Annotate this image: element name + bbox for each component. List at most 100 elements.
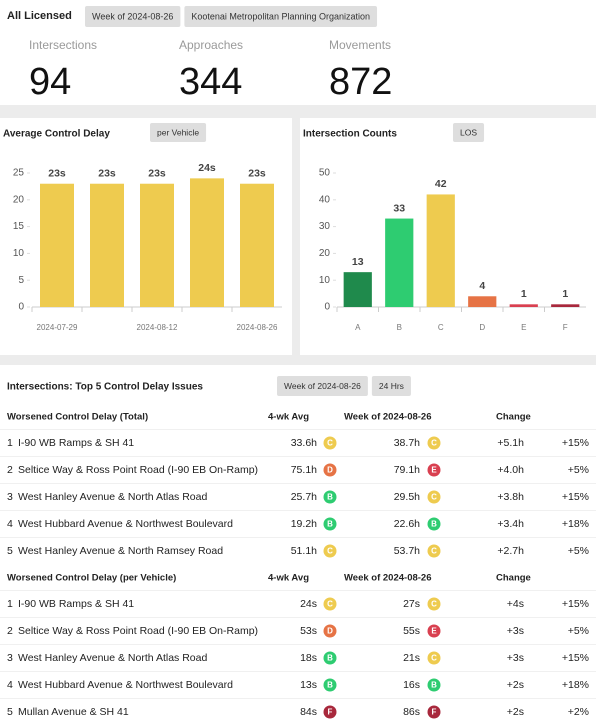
intersection-name[interactable]: West Hanley Avenue & North Atlas Road — [18, 652, 207, 664]
value-label: 1 — [521, 288, 527, 300]
rank: 2 — [7, 625, 13, 637]
column-header: Week of 2024-08-26 — [344, 573, 432, 584]
change: +2s — [507, 706, 524, 718]
week-delay: 55s — [403, 625, 420, 637]
column-header: Change — [496, 573, 531, 584]
bar — [551, 304, 580, 307]
change: +4s — [507, 598, 524, 610]
avg-delay: 33.6h — [291, 437, 317, 449]
week-delay: 79.1h — [394, 464, 420, 476]
chip[interactable] — [277, 376, 368, 396]
y-tick-label: 40 — [319, 194, 331, 205]
kpi-value: 94 — [29, 61, 71, 103]
x-tick-label: E — [521, 323, 526, 332]
avg-delay: 18s — [300, 652, 317, 664]
x-tick-label: 2024-08-12 — [137, 323, 178, 332]
kpi-value: 344 — [179, 61, 242, 103]
los-letter: C — [327, 547, 333, 556]
bar — [90, 183, 124, 307]
kpi-value: 872 — [329, 61, 392, 103]
change-pct: +15% — [562, 598, 589, 610]
intersection-name[interactable]: West Hubbard Avenue & Northwest Boulevar… — [18, 679, 233, 691]
chip[interactable] — [453, 123, 485, 142]
los-badge — [323, 678, 337, 692]
bar — [190, 178, 224, 307]
intersection-name[interactable]: West Hanley Avenue & North Ramsey Road — [18, 545, 223, 557]
los-badge — [427, 544, 441, 558]
chip-label: per Vehicle — [157, 127, 199, 137]
rank: 3 — [7, 491, 13, 503]
chip[interactable] — [150, 123, 207, 142]
y-tick-label: 10 — [319, 275, 331, 286]
change: +4.0h — [497, 464, 524, 476]
los-badge — [323, 651, 337, 665]
table-panel — [0, 365, 596, 722]
value-label: 23s — [48, 168, 66, 180]
intersection-name[interactable]: Mullan Avenue & SH 41 — [18, 706, 129, 718]
bar — [468, 296, 497, 307]
avg-delay: 24s — [300, 598, 317, 610]
value-label: 4 — [479, 280, 485, 292]
intersection-name[interactable]: I-90 WB Ramps & SH 41 — [18, 598, 134, 610]
week-delay: 16s — [403, 679, 420, 691]
bar — [343, 272, 372, 307]
intersection-name[interactable]: Seltice Way & Ross Point Road (I-90 EB O… — [18, 464, 258, 476]
chip[interactable] — [184, 6, 378, 27]
chip[interactable] — [85, 6, 181, 27]
los-letter: E — [431, 466, 437, 475]
los-letter: D — [327, 466, 333, 475]
change-pct: +5% — [568, 464, 589, 476]
week-delay: 27s — [403, 598, 420, 610]
week-delay: 53.7h — [394, 545, 420, 557]
los-letter: C — [431, 547, 437, 556]
los-badge — [323, 517, 337, 531]
los-badge — [323, 490, 337, 504]
intersection-name[interactable]: West Hubbard Avenue & Northwest Boulevar… — [18, 518, 233, 530]
bar — [40, 183, 74, 307]
y-tick-label: 20 — [13, 194, 25, 205]
los-letter: F — [328, 708, 333, 717]
week-delay: 86s — [403, 706, 420, 718]
rank: 4 — [7, 679, 13, 691]
rank: 5 — [7, 545, 13, 557]
los-letter: E — [431, 627, 437, 636]
bar — [426, 194, 455, 307]
los-letter: C — [327, 600, 333, 609]
week-delay: 29.5h — [394, 491, 420, 503]
los-badge — [323, 436, 337, 450]
y-tick-label: 0 — [18, 302, 24, 313]
change: +3s — [507, 625, 524, 637]
column-header: 4-wk Avg — [268, 412, 309, 423]
los-letter: D — [327, 627, 333, 636]
page-title: All Licensed — [7, 10, 72, 22]
y-tick-label: 25 — [13, 168, 25, 179]
y-tick-label: 20 — [319, 248, 331, 259]
change-pct: +5% — [568, 545, 589, 557]
los-badge — [323, 705, 337, 719]
kpi-label: Movements — [329, 38, 391, 52]
change-pct: +15% — [562, 652, 589, 664]
los-letter: F — [432, 708, 437, 717]
intersection-name[interactable]: Seltice Way & Ross Point Road (I-90 EB O… — [18, 625, 258, 637]
value-label: 42 — [435, 178, 447, 190]
intersection-name[interactable]: West Hanley Avenue & North Atlas Road — [18, 491, 207, 503]
chip[interactable] — [371, 376, 411, 396]
avg-delay: 75.1h — [291, 464, 317, 476]
rank: 2 — [7, 464, 13, 476]
column-header: 4-wk Avg — [268, 573, 309, 584]
change: +2.7h — [497, 545, 524, 557]
change: +3.8h — [497, 491, 524, 503]
x-tick-label: 2024-08-26 — [237, 323, 278, 332]
value-label: 33 — [393, 202, 405, 214]
chart-title: Average Control Delay — [3, 129, 110, 140]
y-tick-label: 5 — [18, 275, 24, 286]
intersection-name[interactable]: I-90 WB Ramps & SH 41 — [18, 437, 134, 449]
column-header: Worsened Control Delay (per Vehicle) — [7, 573, 176, 584]
rank: 3 — [7, 652, 13, 664]
chart-title: Intersection Counts — [303, 129, 397, 140]
value-label: 23s — [248, 168, 266, 180]
bar — [140, 183, 174, 307]
los-badge — [427, 436, 441, 450]
column-header: Worsened Control Delay (Total) — [7, 412, 148, 423]
kpi-label: Approaches — [179, 38, 243, 52]
